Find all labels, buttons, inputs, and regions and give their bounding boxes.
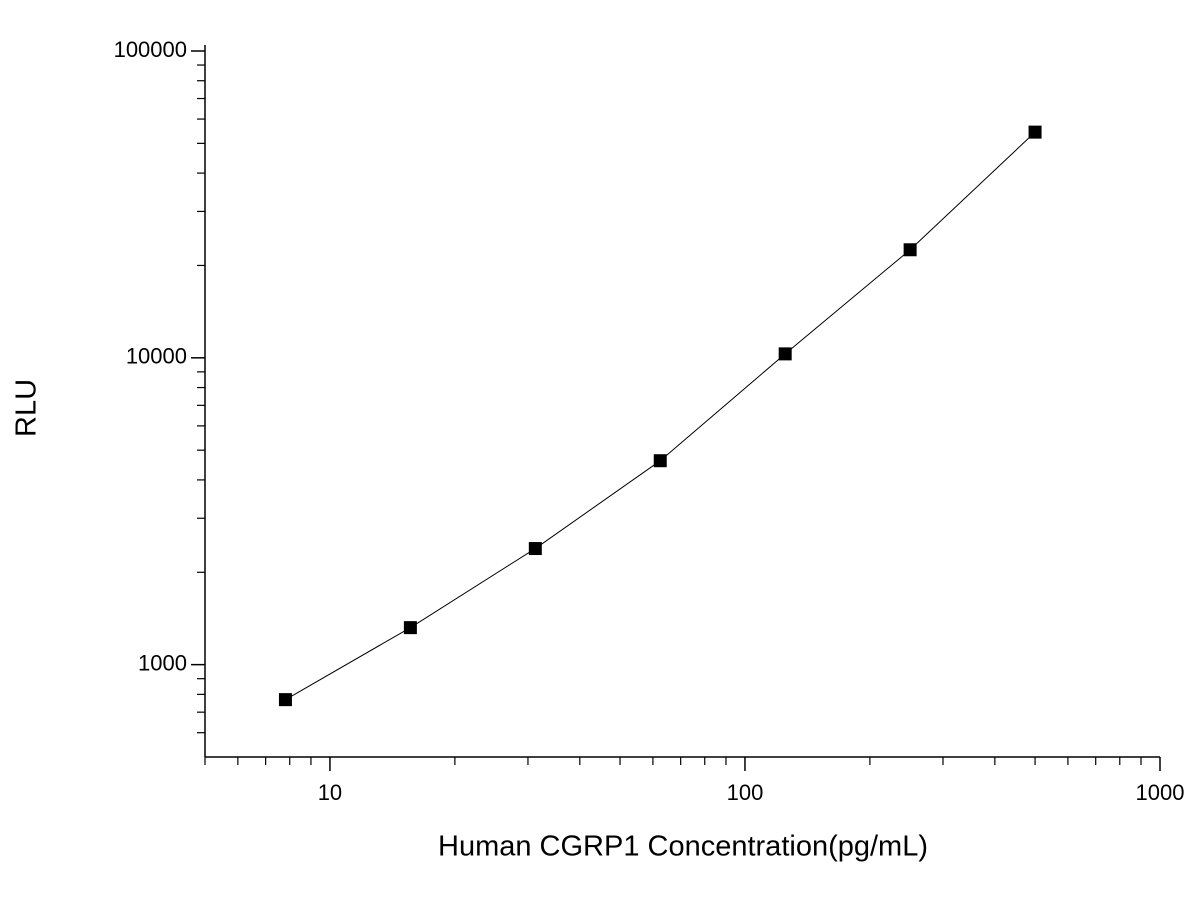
data-point	[778, 347, 792, 361]
data-point	[1028, 125, 1042, 139]
data-point	[653, 454, 667, 468]
x-tick-label: 1000	[1136, 780, 1185, 805]
series-line	[285, 131, 1036, 701]
y-axis-label: RLU	[11, 379, 43, 437]
y-tick-label: 100000	[114, 37, 187, 62]
data-point	[528, 542, 542, 556]
x-tick-label: 10	[318, 780, 342, 805]
data-point	[903, 243, 917, 257]
data-point	[403, 621, 417, 635]
x-tick-label: 100	[727, 780, 764, 805]
data-point	[278, 693, 292, 707]
y-tick-label: 1000	[138, 650, 187, 675]
x-axis-label: Human CGRP1 Concentration(pg/mL)	[438, 831, 928, 863]
y-tick-label: 10000	[126, 344, 187, 369]
